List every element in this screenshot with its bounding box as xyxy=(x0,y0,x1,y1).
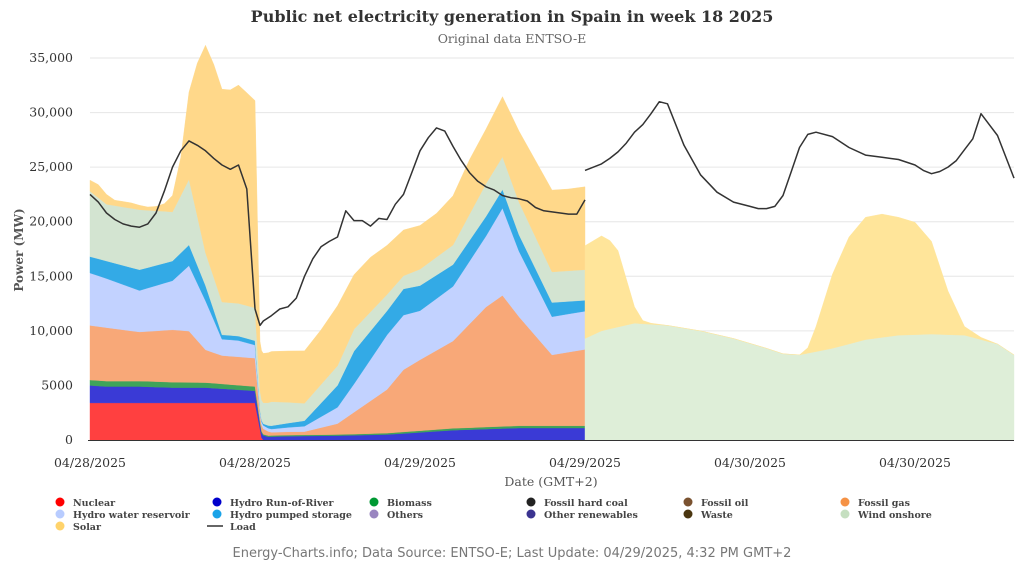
y-tick-label: 0 xyxy=(65,432,73,447)
legend-label: Hydro Run-of-River xyxy=(230,498,335,509)
legend-label: Solar xyxy=(73,522,102,533)
legend-label: Fossil gas xyxy=(858,498,910,509)
y-axis-ticks: 0 5000 10,000 15,000 20,000 25,000 30,000 35,00… xyxy=(29,50,73,447)
legend-item-others[interactable]: Others xyxy=(369,509,423,522)
legend-dot-marker xyxy=(526,497,536,507)
x-axis-ticks: 04/28/2025 04/28/2025 04/29/2025 04/29/2025… xyxy=(54,455,951,470)
legend-dot-marker xyxy=(369,497,379,507)
x-tick-label: 04/28/2025 xyxy=(54,455,126,470)
legend-item-hydro-water-reservoir[interactable]: Hydro water reservoir xyxy=(55,509,191,522)
y-axis-label: Power (MW) xyxy=(12,208,26,291)
legend-label: Hydro water reservoir xyxy=(73,510,191,521)
y-tick-label: 15,000 xyxy=(29,268,73,283)
legend-label: Biomass xyxy=(387,498,432,509)
legend-dot-marker xyxy=(55,509,65,519)
x-tick-label: 04/30/2025 xyxy=(714,455,786,470)
legend-label: Others xyxy=(387,510,423,521)
legend-dot-marker xyxy=(212,497,222,507)
load-line xyxy=(584,100,1015,210)
legend: Nuclear Hydro Run-of-River Biomass Fossil h… xyxy=(55,497,932,534)
legend-label: Fossil oil xyxy=(701,498,749,509)
legend-dot-marker xyxy=(683,509,693,519)
stacked-areas xyxy=(89,44,1015,441)
y-tick-label: 25,000 xyxy=(29,159,73,174)
legend-label: Hydro pumped storage xyxy=(230,510,352,521)
legend-item-waste[interactable]: Waste xyxy=(683,509,733,522)
y-tick-label: 5000 xyxy=(41,377,73,392)
legend-label: Load xyxy=(230,522,256,533)
legend-label: Other renewables xyxy=(544,510,638,521)
legend-label: Nuclear xyxy=(73,498,116,509)
area-solar xyxy=(584,213,1015,356)
y-tick-label: 10,000 xyxy=(29,323,73,338)
area-solar xyxy=(89,44,586,404)
legend-item-biomass[interactable]: Biomass xyxy=(369,497,432,510)
legend-item-nuclear[interactable]: Nuclear xyxy=(55,497,117,510)
legend-dot-marker xyxy=(683,497,693,507)
x-axis-label: Date (GMT+2) xyxy=(504,474,597,489)
legend-dot-marker xyxy=(526,509,536,519)
legend-label: Fossil hard coal xyxy=(544,498,628,509)
legend-item-hydro-pumped-storage[interactable]: Hydro pumped storage xyxy=(212,509,352,522)
load-line xyxy=(89,127,586,327)
legend-label: Wind onshore xyxy=(857,510,932,521)
legend-item-wind-onshore[interactable]: Wind onshore xyxy=(840,509,932,522)
y-tick-label: 30,000 xyxy=(29,105,73,120)
legend-item-other-renewables[interactable]: Other renewables xyxy=(526,509,638,522)
y-tick-label: 35,000 xyxy=(29,50,73,65)
chart-title: Public net electricity generation in Spa… xyxy=(251,7,774,26)
legend-dot-marker xyxy=(212,509,222,519)
load-lines xyxy=(89,100,1015,327)
legend-item-hydro-run-of-river[interactable]: Hydro Run-of-River xyxy=(212,497,335,510)
legend-dot-marker xyxy=(55,497,65,507)
area-wind-onshore xyxy=(584,322,1015,441)
x-tick-label: 04/30/2025 xyxy=(879,455,951,470)
legend-item-load[interactable]: Load xyxy=(207,522,256,533)
legend-dot-marker xyxy=(840,509,850,519)
legend-dot-marker xyxy=(840,497,850,507)
footer-source: Energy-Charts.info; Data Source: ENTSO-E… xyxy=(233,546,792,561)
legend-item-fossil-gas[interactable]: Fossil gas xyxy=(840,497,910,510)
legend-item-solar[interactable]: Solar xyxy=(55,521,102,534)
chart-subtitle: Original data ENTSO-E xyxy=(438,31,587,46)
legend-label: Waste xyxy=(700,510,733,521)
legend-item-fossil-hard-coal[interactable]: Fossil hard coal xyxy=(526,497,629,510)
legend-dot-marker xyxy=(369,509,379,519)
x-tick-label: 04/29/2025 xyxy=(384,455,456,470)
y-tick-label: 20,000 xyxy=(29,214,73,229)
legend-dot-marker xyxy=(55,521,65,531)
legend-item-fossil-oil[interactable]: Fossil oil xyxy=(683,497,749,510)
x-tick-label: 04/28/2025 xyxy=(219,455,291,470)
x-tick-label: 04/29/2025 xyxy=(549,455,621,470)
